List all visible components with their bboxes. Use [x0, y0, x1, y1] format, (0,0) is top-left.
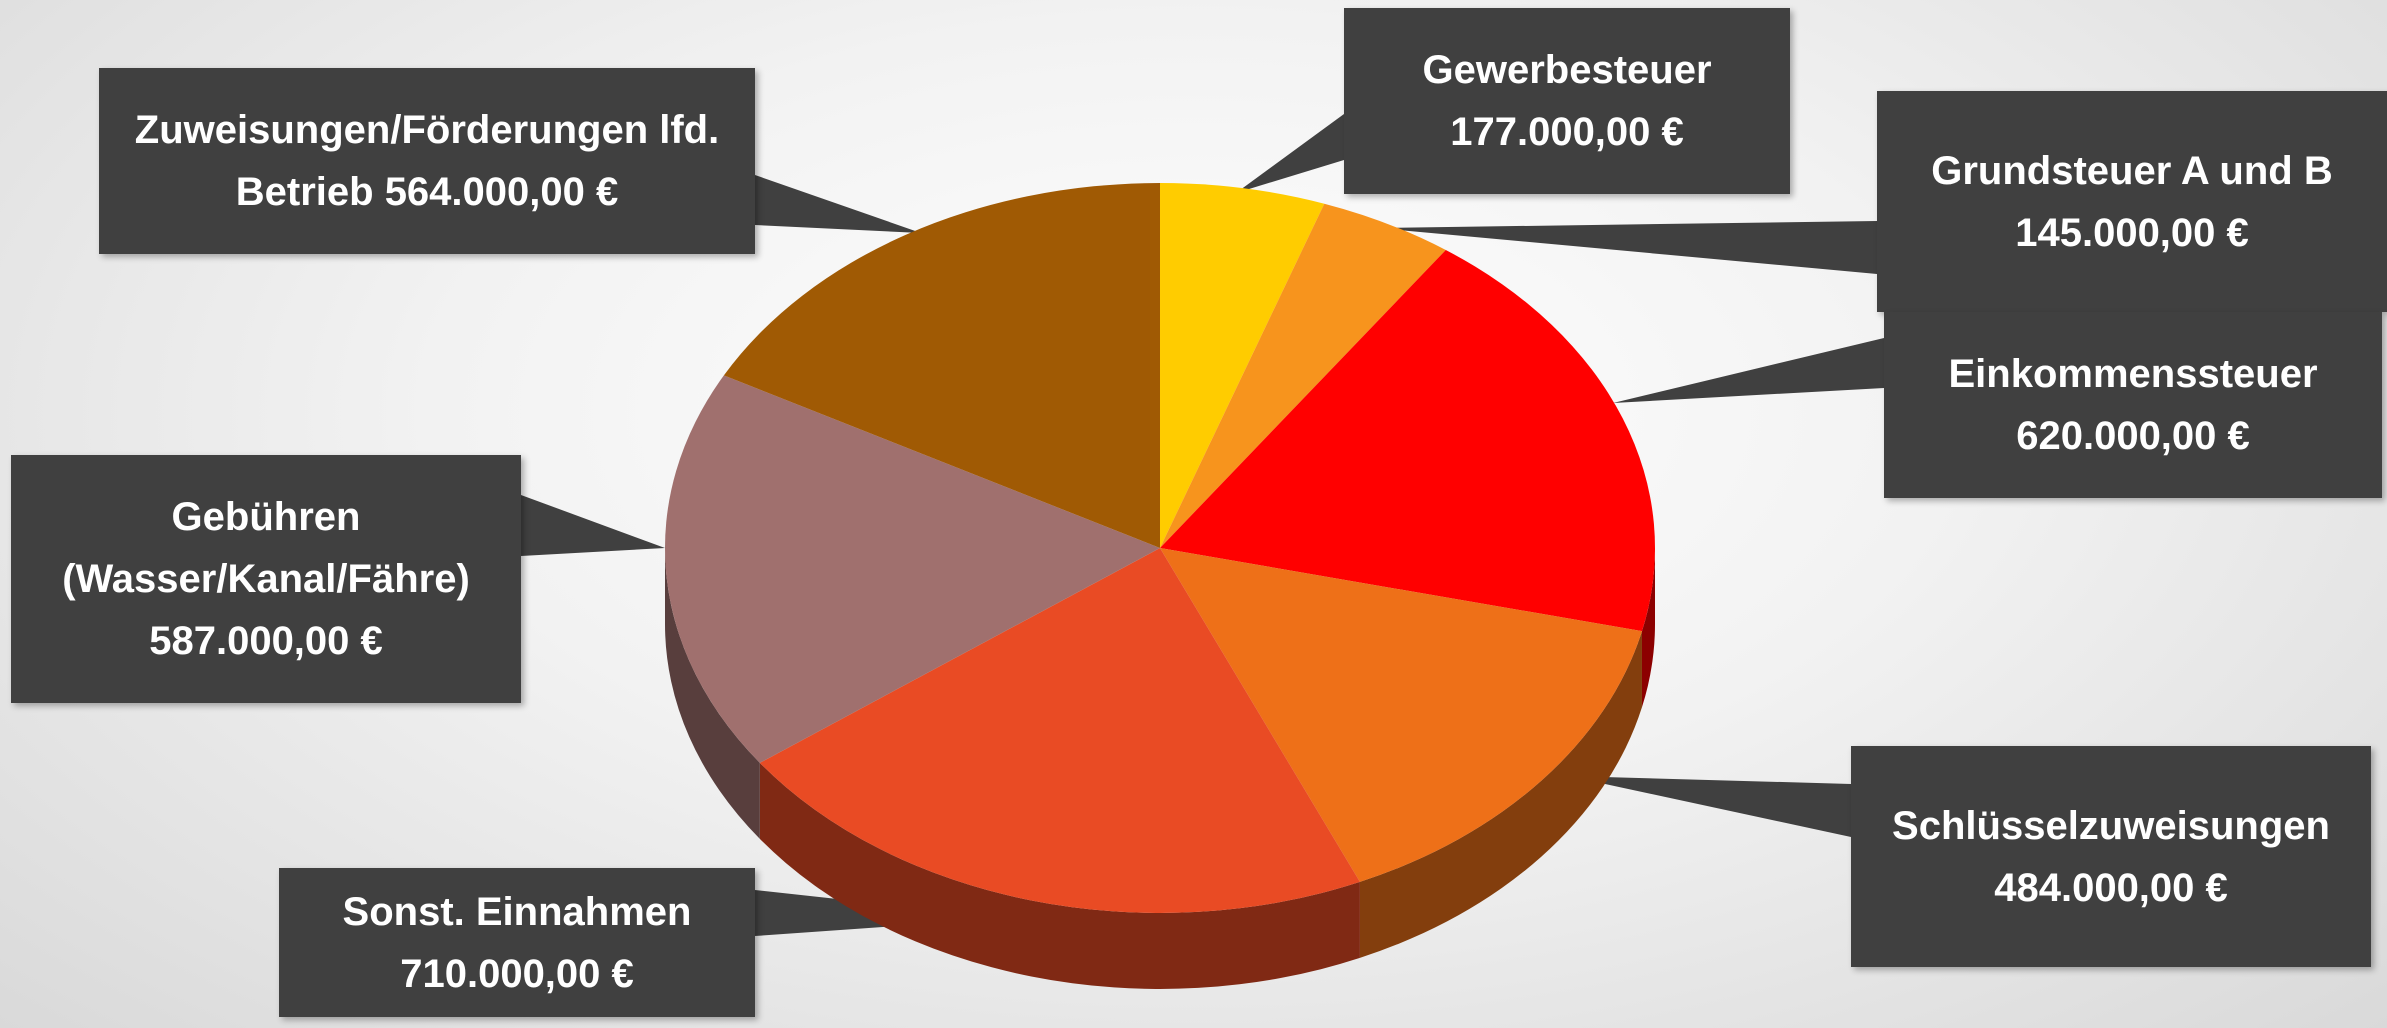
label-box: Grundsteuer A und B 145.000,00 €	[1877, 91, 2387, 312]
value-label: 177.000,00 €	[1450, 110, 1684, 154]
label-box: Gewerbesteuer 177.000,00 €	[1344, 8, 1790, 194]
value-label: 564.000,00 €	[384, 170, 619, 214]
leader-line	[1568, 776, 1851, 837]
slice	[759, 548, 1360, 914]
leader-line	[1377, 221, 1877, 274]
slice	[723, 183, 1160, 548]
value-label: 587.000,00 €	[149, 619, 383, 663]
slice-side	[1641, 548, 1655, 708]
label-box: Einkommenssteuer 620.000,00 €	[1884, 312, 2382, 498]
leader-line	[521, 495, 665, 556]
slice	[1160, 183, 1325, 548]
category-label: Gewerbesteuer	[1422, 48, 1712, 92]
slice-side	[1359, 631, 1642, 958]
slice	[1160, 249, 1655, 632]
category-label: Zuweisungen/Förderungen lfd. Betrieb	[134, 108, 720, 214]
label-box: Gebühren (Wasser/Kanal/Fähre) 587.000,00…	[11, 455, 521, 703]
value-label: 620.000,00 €	[2016, 414, 2250, 458]
value-label: 710.000,00 €	[400, 951, 634, 996]
leader-line	[1613, 338, 1884, 403]
leader-line	[755, 175, 921, 233]
label-box: Sonst. Einnahmen 710.000,00 €	[279, 868, 755, 1017]
leader-line	[1236, 114, 1344, 193]
slice	[1160, 203, 1446, 548]
slice	[665, 375, 1160, 763]
category-label: Schlüsselzuweisungen	[1892, 803, 2330, 848]
label-box: Zuweisungen/Förderungen lfd. Betrieb 564…	[99, 68, 755, 254]
slice-side	[759, 762, 1360, 989]
category-label: Gebühren (Wasser/Kanal/Fähre)	[62, 495, 470, 601]
slice-side	[665, 548, 760, 839]
label-box: Schlüsselzuweisungen 484.000,00 €	[1851, 746, 2371, 967]
value-label: 145.000,00 €	[2015, 210, 2249, 255]
value-label: 484.000,00 €	[1994, 865, 2228, 910]
category-label: Sonst. Einnahmen	[342, 889, 692, 934]
category-label: Einkommenssteuer	[1948, 352, 2318, 396]
category-label: Grundsteuer A und B	[1931, 148, 2333, 193]
pie	[665, 183, 1655, 989]
slice	[1160, 548, 1642, 882]
